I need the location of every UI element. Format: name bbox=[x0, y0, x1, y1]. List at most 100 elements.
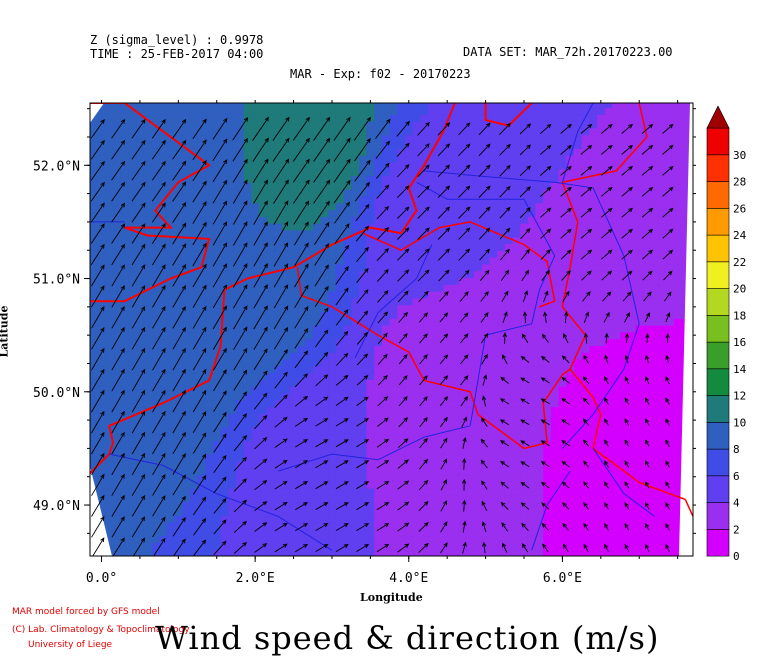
field-cell bbox=[235, 155, 245, 163]
field-cell bbox=[604, 501, 613, 509]
field-cell bbox=[113, 318, 122, 326]
field-cell bbox=[220, 297, 229, 306]
field-cell bbox=[120, 155, 129, 163]
field-cell bbox=[597, 413, 606, 421]
field-cell bbox=[381, 291, 391, 299]
field-cell bbox=[166, 107, 176, 115]
field-cell bbox=[243, 365, 252, 374]
field-cell bbox=[159, 236, 168, 244]
field-cell bbox=[412, 263, 421, 272]
field-cell bbox=[374, 379, 383, 387]
field-cell bbox=[612, 331, 621, 340]
field-cell bbox=[566, 535, 575, 543]
field-cell bbox=[366, 107, 375, 115]
field-cell bbox=[389, 297, 398, 306]
field-cell bbox=[97, 420, 106, 428]
field-cell bbox=[381, 501, 391, 509]
field-cell bbox=[589, 365, 598, 374]
field-cell bbox=[612, 277, 621, 285]
field-cell bbox=[573, 481, 583, 489]
field-cell bbox=[558, 202, 567, 211]
field-cell bbox=[581, 528, 590, 537]
field-cell bbox=[458, 535, 467, 543]
field-cell bbox=[143, 474, 153, 482]
field-cell bbox=[90, 189, 99, 197]
field-cell bbox=[627, 155, 636, 163]
field-cell bbox=[474, 121, 483, 129]
field-cell bbox=[274, 481, 283, 489]
field-cell bbox=[105, 433, 114, 442]
field-cell bbox=[120, 406, 129, 414]
field-cell bbox=[97, 243, 106, 251]
field-cell bbox=[197, 284, 206, 292]
field-cell bbox=[658, 345, 667, 353]
field-cell bbox=[182, 103, 191, 109]
field-cell bbox=[566, 488, 575, 496]
field-cell bbox=[289, 223, 298, 231]
field-cell bbox=[151, 175, 160, 183]
field-cell bbox=[343, 433, 352, 442]
field-cell bbox=[497, 331, 506, 340]
field-cell bbox=[428, 352, 437, 360]
field-cell bbox=[474, 270, 483, 278]
field-cell bbox=[389, 522, 398, 530]
field-cell bbox=[320, 528, 329, 537]
field-cell bbox=[374, 440, 383, 448]
field-cell bbox=[335, 168, 345, 177]
field-cell bbox=[289, 229, 298, 238]
field-cell bbox=[520, 243, 529, 251]
field-cell bbox=[143, 291, 153, 299]
field-cell bbox=[335, 223, 345, 231]
field-cell bbox=[235, 161, 245, 170]
field-cell bbox=[381, 420, 391, 428]
field-cell bbox=[351, 501, 360, 509]
field-cell bbox=[604, 447, 613, 455]
field-cell bbox=[174, 331, 183, 340]
field-cell bbox=[474, 284, 483, 292]
field-cell bbox=[381, 535, 391, 543]
field-cell bbox=[166, 413, 176, 421]
field-cell bbox=[535, 103, 544, 109]
field-cell bbox=[535, 121, 544, 129]
field-cell bbox=[128, 406, 137, 414]
field-cell bbox=[182, 542, 191, 550]
field-cell bbox=[159, 338, 168, 346]
field-cell bbox=[566, 304, 575, 312]
field-cell bbox=[650, 223, 660, 231]
field-cell bbox=[573, 331, 583, 340]
field-cell bbox=[305, 352, 314, 360]
field-cell bbox=[520, 134, 529, 143]
field-cell bbox=[481, 528, 491, 537]
field-cell bbox=[581, 250, 590, 258]
field-cell bbox=[604, 161, 613, 170]
field-cell bbox=[189, 270, 199, 278]
field-cell bbox=[489, 103, 498, 109]
field-cell bbox=[243, 277, 252, 285]
field-cell bbox=[182, 141, 191, 149]
field-cell bbox=[97, 447, 106, 455]
field-cell bbox=[358, 379, 368, 387]
field-cell bbox=[397, 311, 406, 319]
field-cell bbox=[105, 148, 114, 156]
field-cell bbox=[282, 175, 291, 183]
field-cell bbox=[650, 161, 660, 170]
field-cell bbox=[512, 358, 521, 367]
field-cell bbox=[543, 433, 552, 442]
field-cell bbox=[220, 311, 229, 319]
field-cell bbox=[404, 460, 414, 469]
field-cell bbox=[228, 134, 237, 143]
field-cell bbox=[90, 141, 99, 149]
field-cell bbox=[312, 467, 322, 476]
field-cell bbox=[274, 168, 283, 177]
field-cell bbox=[466, 365, 475, 374]
field-cell bbox=[497, 358, 506, 367]
field-cell bbox=[581, 229, 590, 238]
field-cell bbox=[527, 195, 537, 204]
field-cell bbox=[243, 304, 252, 312]
field-cell bbox=[566, 386, 575, 394]
field-cell bbox=[166, 433, 176, 442]
field-cell bbox=[235, 426, 245, 435]
field-cell bbox=[527, 549, 537, 556]
field-cell bbox=[105, 175, 114, 183]
field-cell bbox=[205, 386, 214, 394]
